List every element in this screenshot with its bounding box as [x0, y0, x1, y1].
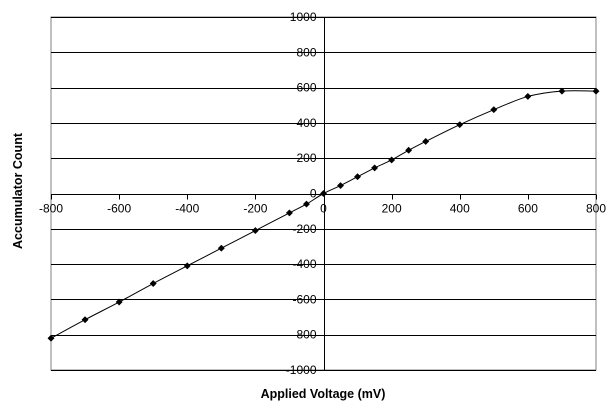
x-tick-label: -200: [243, 202, 267, 216]
data-point: [490, 106, 498, 114]
data-point: [558, 87, 566, 95]
y-tick-label: 400: [296, 116, 316, 130]
x-tick-label: -800: [39, 202, 63, 216]
data-point: [405, 146, 413, 154]
y-tick-label: -600: [292, 292, 316, 306]
x-tick-labels: -800 -600 -400 -200 0 200 400 600 800: [39, 202, 606, 216]
x-tick-label: 200: [382, 202, 402, 216]
y-tick-label: 600: [296, 81, 316, 95]
data-point: [371, 164, 379, 172]
y-tick-labels: 1000 800 600 400 200 0 -200 -400 -600 -800 -1000: [286, 10, 317, 377]
data-point: [336, 182, 345, 190]
y-axis-title: Accumulator Count: [11, 132, 25, 249]
data-point: [81, 316, 89, 324]
data-point: [302, 200, 311, 208]
data-point: [251, 227, 259, 235]
data-point: [217, 244, 225, 252]
y-tick-label: 800: [296, 45, 316, 59]
x-tick-label: 400: [450, 202, 470, 216]
data-point: [456, 121, 464, 129]
x-tick-label: 600: [518, 202, 538, 216]
data-point: [354, 173, 362, 181]
x-tick-label: 0: [320, 202, 327, 216]
data-point: [319, 189, 328, 198]
data-series: [47, 87, 600, 342]
y-tick-label: -200: [292, 222, 316, 236]
data-point: [47, 334, 55, 342]
y-tick-label: 0: [310, 187, 317, 201]
data-point: [524, 92, 532, 100]
y-tick-label: 1000: [290, 10, 317, 24]
data-point: [388, 156, 396, 164]
x-tick-label: -400: [175, 202, 199, 216]
y-tick-label: -800: [292, 328, 316, 342]
y-tick-label: -400: [292, 257, 316, 271]
y-tick-label: -1000: [286, 363, 317, 377]
x-axis-title: Applied Voltage (mV): [261, 387, 386, 401]
y-tick-label: 200: [296, 151, 316, 165]
x-tick-label: 800: [586, 202, 606, 216]
x-tick-label: -600: [107, 202, 131, 216]
data-point: [285, 209, 293, 217]
data-point: [115, 298, 123, 306]
data-point: [149, 279, 157, 288]
data-point: [183, 262, 191, 270]
data-point: [422, 137, 430, 145]
data-point: [592, 87, 600, 95]
